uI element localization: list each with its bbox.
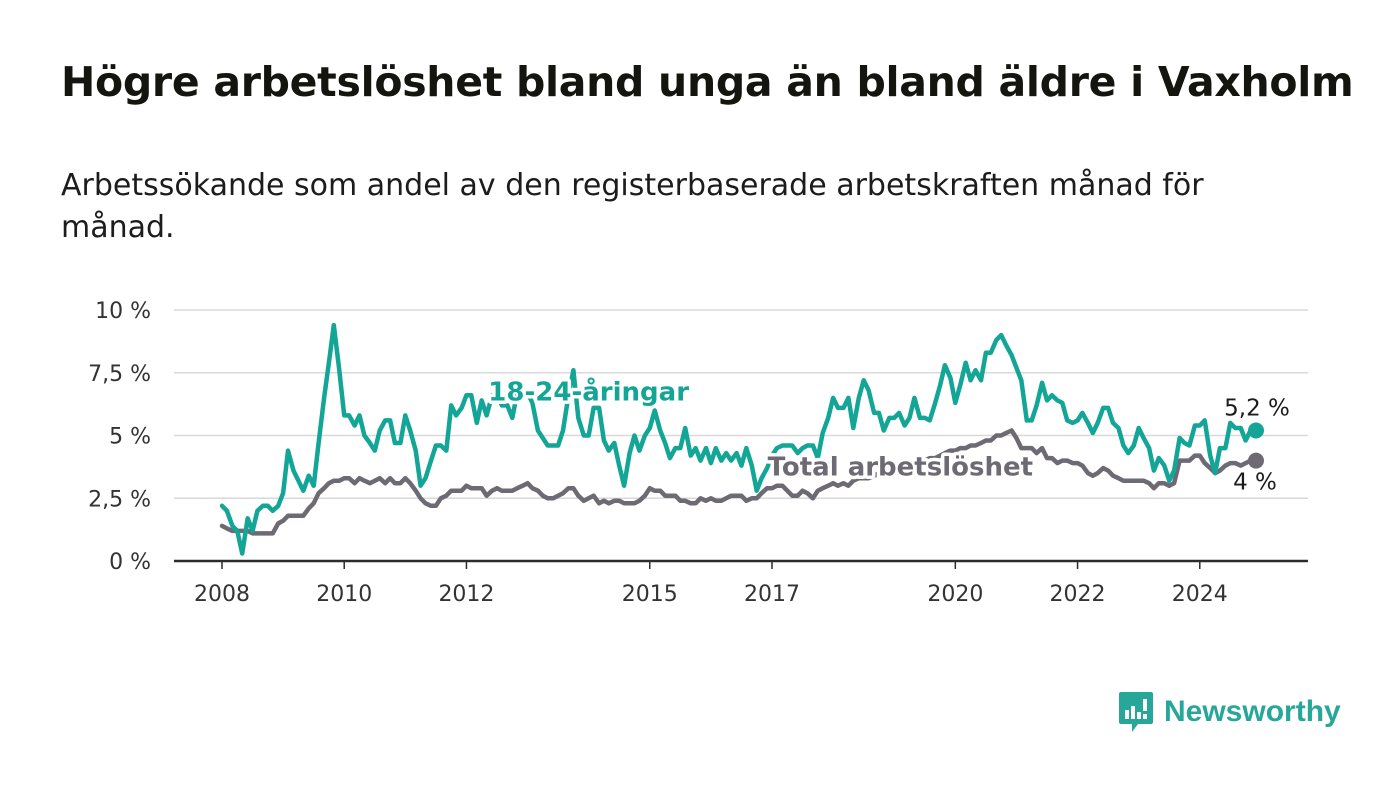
newsworthy-logo-text: Newsworthy — [1164, 695, 1341, 728]
y-tick-label: 2,5 % — [88, 487, 151, 512]
x-tick-label: 2017 — [744, 582, 800, 607]
x-tick-label: 2008 — [194, 582, 250, 607]
y-tick-label: 0 % — [109, 550, 151, 575]
chart-title: Högre arbetslöshet bland unga än bland ä… — [61, 58, 1354, 106]
x-tick-label: 2010 — [316, 582, 372, 607]
y-tick-label: 7,5 % — [88, 362, 151, 387]
series-line-total — [219, 428, 1259, 536]
end-label-young: 5,2 % — [1224, 395, 1290, 421]
x-tick-label: 2024 — [1172, 582, 1228, 607]
newsworthy-logo-icon — [1119, 692, 1153, 732]
y-axis-ticks: 0 % 2,5 % 5 % 7,5 % 10 % — [88, 299, 151, 575]
x-axis: 2008 2010 2012 2015 2017 2020 2022 2024 — [174, 559, 1308, 607]
series-line-young — [219, 322, 1259, 556]
chart-subtitle: Arbetssökande som andel av den registerb… — [61, 168, 1204, 245]
x-tick-label: 2022 — [1050, 582, 1106, 607]
series-labels: 5,2 % 4 % 18-24-åringar Total arbetslöshet — [485, 372, 1290, 496]
end-label-total: 4 % — [1233, 470, 1277, 496]
newsworthy-logo: Newsworthy — [1118, 690, 1341, 734]
series-label-young: 18-24-åringar — [488, 375, 689, 407]
series-label-total: Total arbetslöshet — [768, 453, 1033, 483]
y-tick-label: 10 % — [95, 299, 151, 324]
y-tick-label: 5 % — [109, 425, 151, 450]
series-end-marker-young — [1248, 422, 1264, 439]
x-tick-label: 2015 — [622, 582, 678, 607]
x-tick-label: 2012 — [438, 582, 494, 607]
series-end-marker-total — [1248, 452, 1264, 469]
series-lines — [219, 322, 1264, 556]
x-tick-label: 2020 — [927, 582, 983, 607]
